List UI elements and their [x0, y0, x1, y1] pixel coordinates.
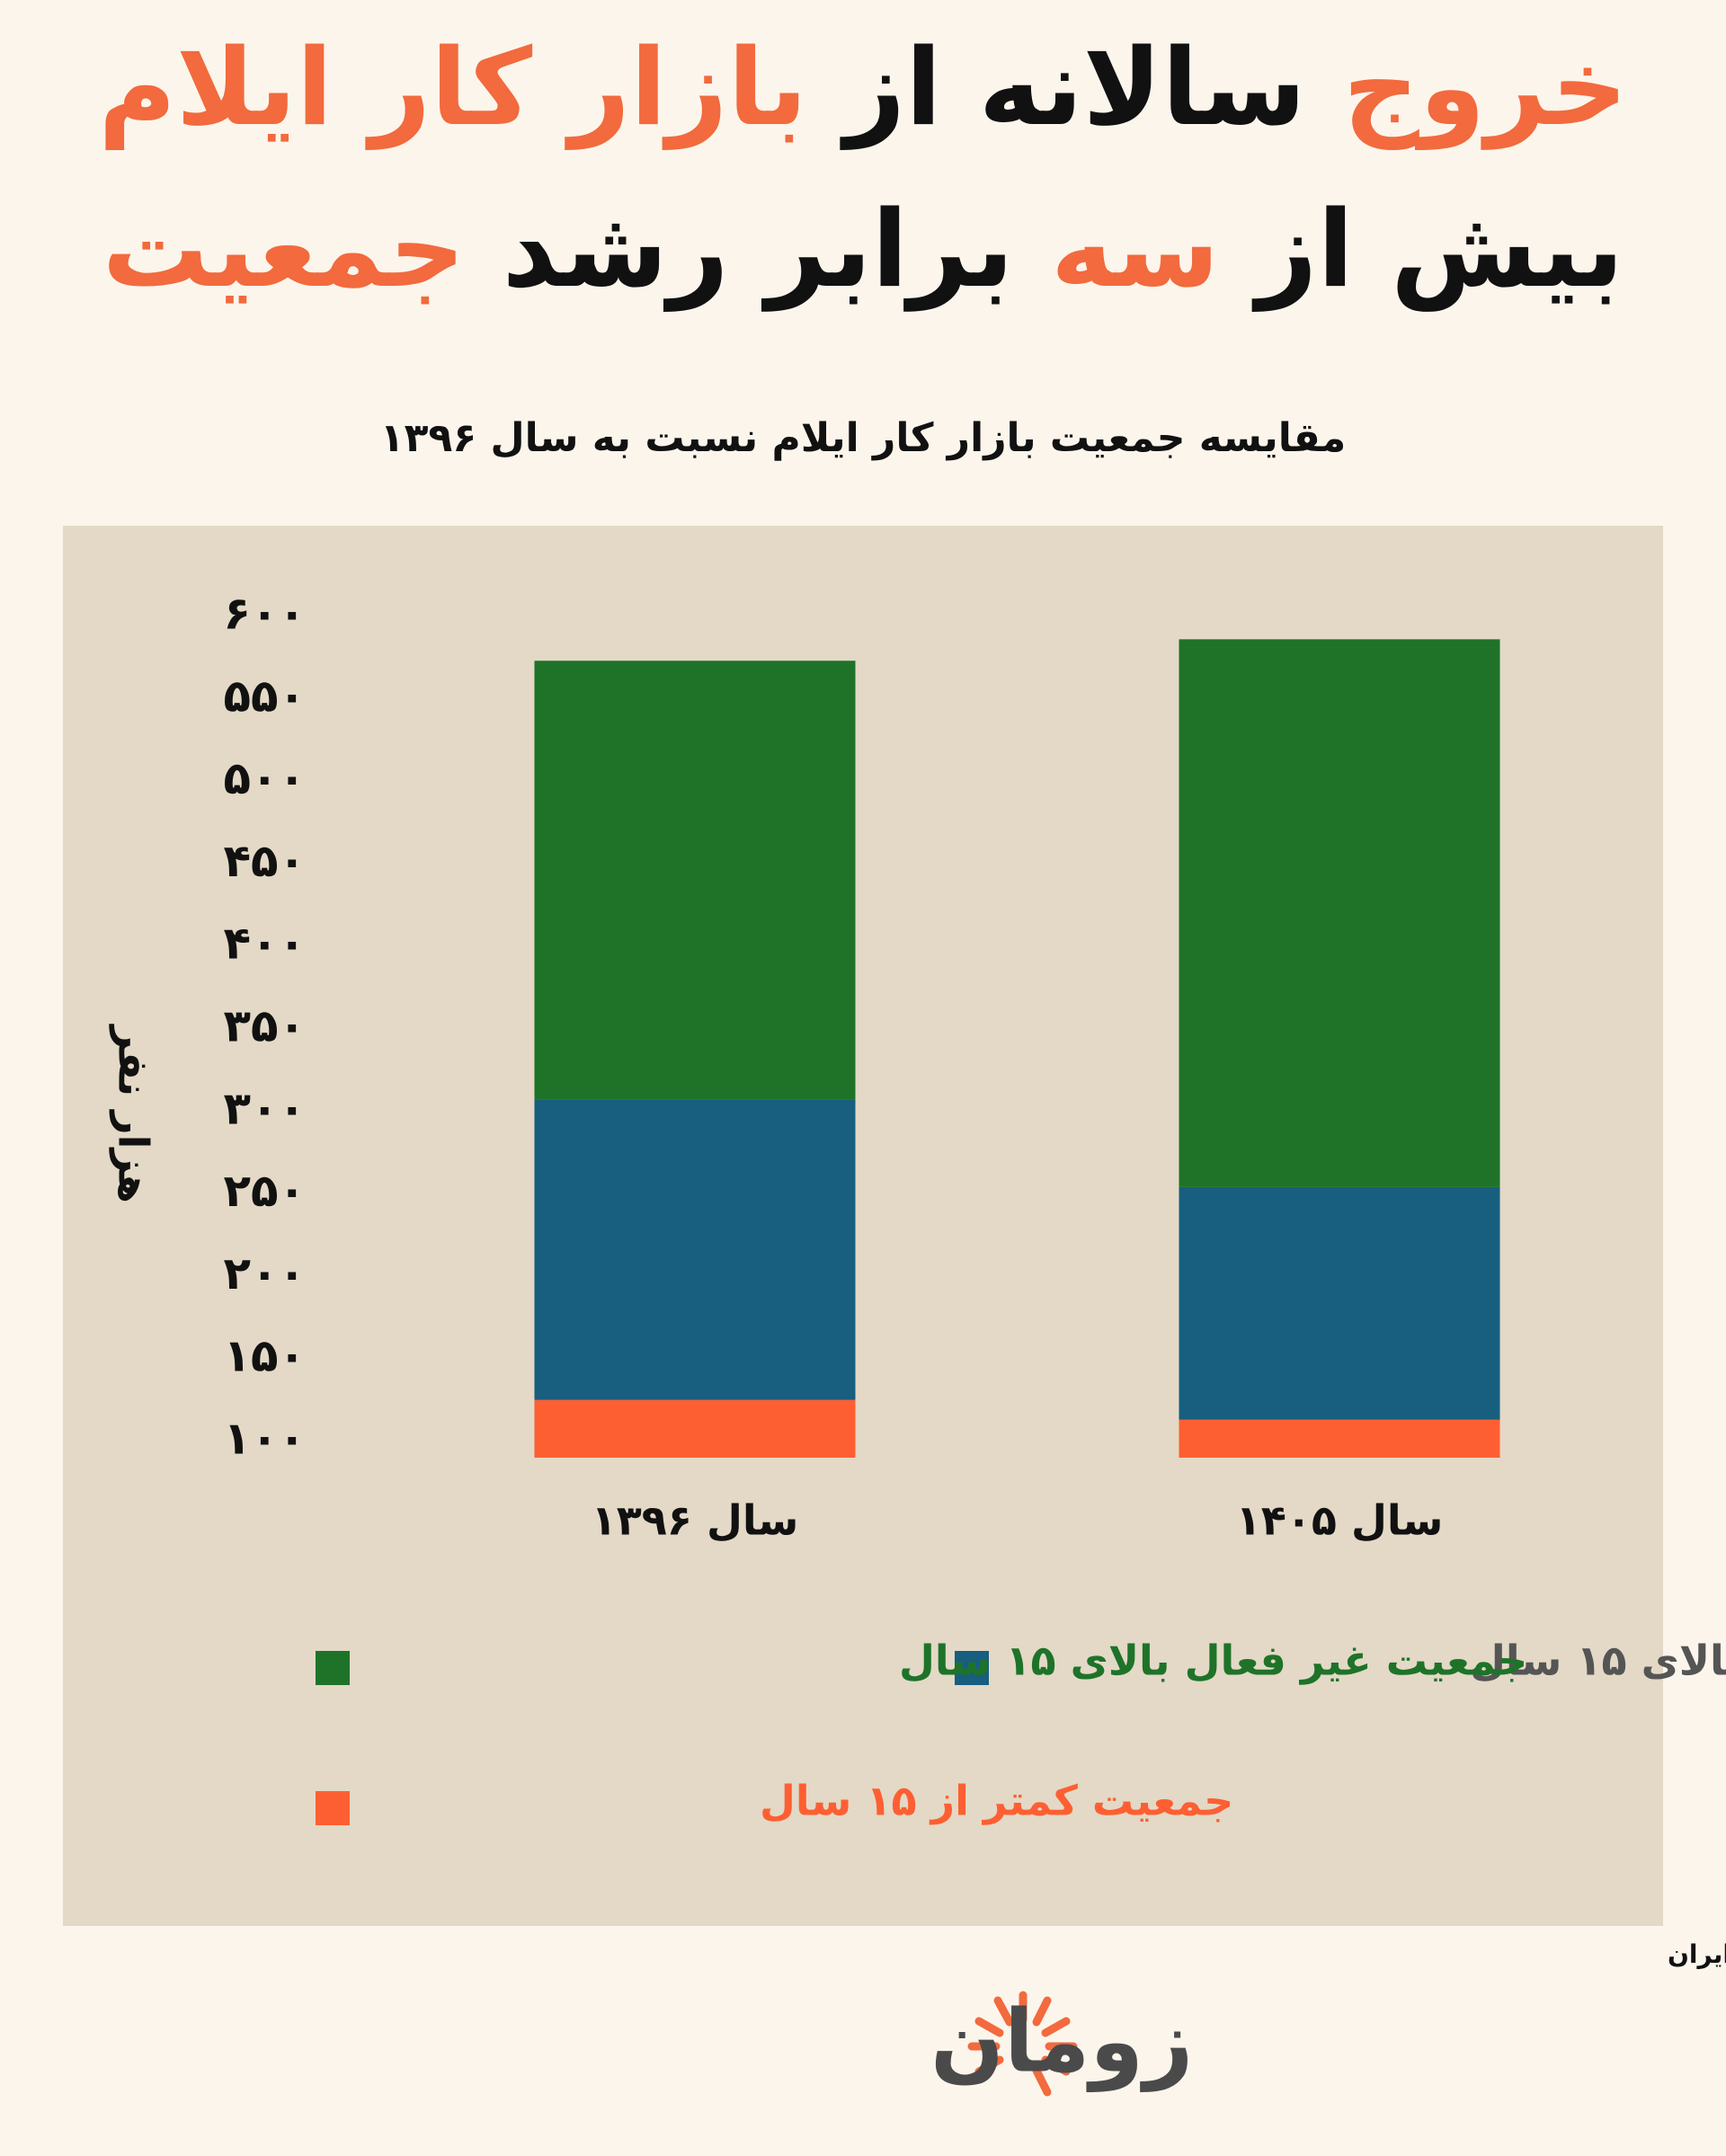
legend-label: جمعیت کمتر از ۱۵ سال	[760, 1777, 1233, 1825]
y-tick-label: ۳۰۰	[223, 1082, 306, 1134]
y-tick-label: ۴۵۰	[223, 835, 306, 887]
title-part: سالانه از	[844, 25, 1306, 149]
x-tick-label: سال ۱۳۹۶	[592, 1496, 799, 1545]
subtitle: مقایسه جمعیت بازار کار ایلام نسبت به سال…	[380, 415, 1346, 461]
title-part: جمعیت	[102, 187, 466, 311]
y-tick-label: ۵۰۰	[223, 752, 306, 804]
bar-segment	[1179, 639, 1500, 1187]
y-tick-label: ۴۰۰	[223, 918, 306, 970]
bar-segment	[1179, 1186, 1500, 1420]
legend-swatch	[316, 1791, 350, 1825]
title-part: سه	[1050, 187, 1220, 311]
y-tick-label: ۳۵۰	[223, 1000, 306, 1052]
bar-segment	[534, 1399, 856, 1458]
legend-swatch	[316, 1651, 350, 1685]
title-line: بیش از سه برابر رشد جمعیت	[0, 196, 1726, 302]
brand: زومان	[930, 1991, 1193, 2092]
bar-segment	[534, 661, 856, 1100]
y-axis-label: هزار نفر	[110, 1024, 158, 1203]
y-tick-label: ۱۵۰	[223, 1330, 306, 1382]
title-part: برابر رشد	[502, 187, 1014, 311]
title-part: خروج	[1342, 25, 1628, 149]
bar-segment	[1179, 1419, 1500, 1458]
source: منبع داده: مرکز آمار ایران	[1668, 1939, 1726, 1969]
title-part: بازار کار ایلام	[98, 25, 808, 149]
legend-label: جمعیت غیر فعال بالای ۱۵ سال	[899, 1637, 1527, 1685]
title-part: بیش از	[1256, 187, 1624, 311]
logo-icon	[967, 1991, 1078, 2097]
y-tick-label: ۶۰۰	[223, 588, 306, 640]
legend-label: جمعیت فعال بالای ۱۵ سال	[1470, 1637, 1726, 1685]
bar-segment	[534, 1099, 856, 1400]
legend-swatch	[955, 1651, 989, 1685]
y-tick-label: ۲۵۰	[223, 1165, 306, 1217]
y-tick-label: ۲۰۰	[223, 1247, 306, 1300]
y-tick-label: ۱۰۰	[223, 1413, 306, 1465]
x-tick-label: سال ۱۴۰۵	[1236, 1496, 1444, 1545]
title-line: خروج سالانه از بازار کار ایلام	[0, 34, 1726, 140]
y-tick-label: ۵۵۰	[223, 670, 306, 722]
